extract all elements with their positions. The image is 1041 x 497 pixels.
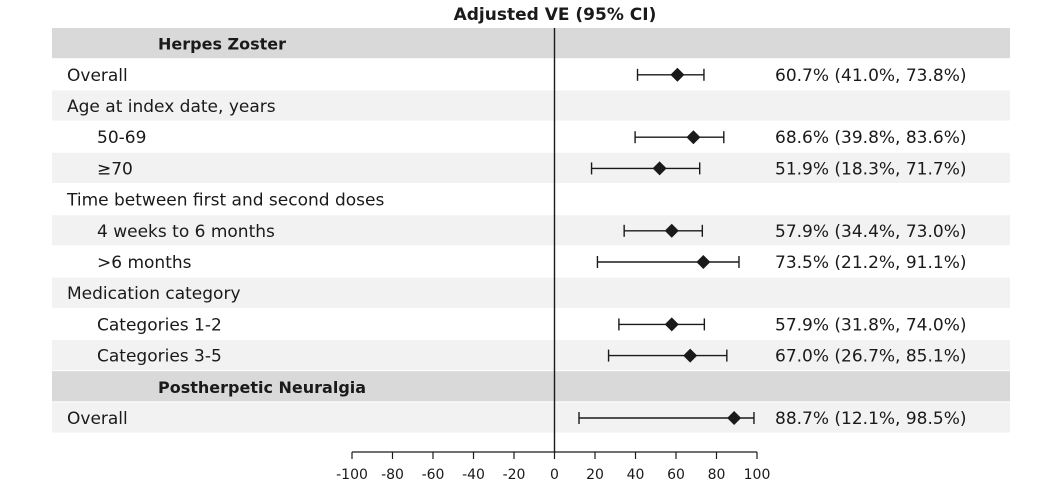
x-tick-label: 20 — [586, 467, 604, 483]
x-tick-label: 80 — [708, 467, 726, 483]
section-label: Postherpetic Neuralgia — [158, 378, 366, 397]
estimate-value-label: 57.9% (31.8%, 74.0%) — [775, 315, 967, 335]
section-band — [52, 371, 1010, 402]
section-label: Herpes Zoster — [158, 35, 286, 54]
x-tick-label: 0 — [550, 467, 559, 483]
estimate-marker — [727, 411, 742, 425]
x-tick-label: -40 — [462, 467, 485, 483]
estimate-value-label: 67.0% (26.7%, 85.1%) — [775, 347, 967, 367]
row-band — [52, 340, 1010, 371]
row-label: Overall — [67, 66, 128, 86]
x-tick-label: -100 — [336, 467, 368, 483]
estimate-marker — [652, 161, 667, 176]
estimate-marker — [696, 255, 711, 269]
x-tick-label: -60 — [422, 467, 445, 483]
estimate-marker — [664, 223, 679, 238]
row-label: 50-69 — [97, 128, 146, 148]
chart-title: Adjusted VE (95% CI) — [454, 5, 657, 25]
row-band — [52, 90, 1010, 121]
row-label: Overall — [67, 409, 128, 429]
estimate-value-label: 51.9% (18.3%, 71.7%) — [775, 159, 967, 179]
row-label: >6 months — [97, 253, 192, 273]
row-label: Categories 1-2 — [97, 315, 222, 335]
group-label: Time between first and second doses — [66, 191, 384, 211]
estimate-value-label: 60.7% (41.0%, 73.8%) — [775, 66, 967, 86]
row-label: ≥70 — [97, 159, 133, 179]
row-band — [52, 277, 1010, 308]
estimate-marker — [670, 67, 685, 82]
x-tick-label: -20 — [503, 467, 526, 483]
section-band — [52, 28, 1010, 59]
row-label: Categories 3-5 — [97, 347, 222, 367]
estimate-value-label: 57.9% (34.4%, 73.0%) — [775, 222, 967, 242]
row-band — [52, 402, 1010, 433]
x-tick-label: -80 — [381, 467, 404, 483]
row-band — [52, 215, 1010, 246]
estimate-value-label: 68.6% (39.8%, 83.6%) — [775, 128, 967, 148]
estimate-marker — [683, 348, 698, 363]
row-band — [52, 152, 1010, 183]
x-tick-label: 60 — [667, 467, 685, 483]
estimate-value-label: 73.5% (21.2%, 91.1%) — [775, 253, 967, 273]
estimate-marker — [664, 317, 679, 332]
row-label: 4 weeks to 6 months — [97, 222, 275, 242]
estimate-value-label: 88.7% (12.1%, 98.5%) — [775, 409, 967, 429]
group-label: Medication category — [67, 284, 241, 304]
estimate-marker — [686, 130, 701, 145]
group-label: Age at index date, years — [67, 97, 276, 117]
x-tick-label: 100 — [744, 467, 771, 483]
x-tick-label: 40 — [627, 467, 645, 483]
